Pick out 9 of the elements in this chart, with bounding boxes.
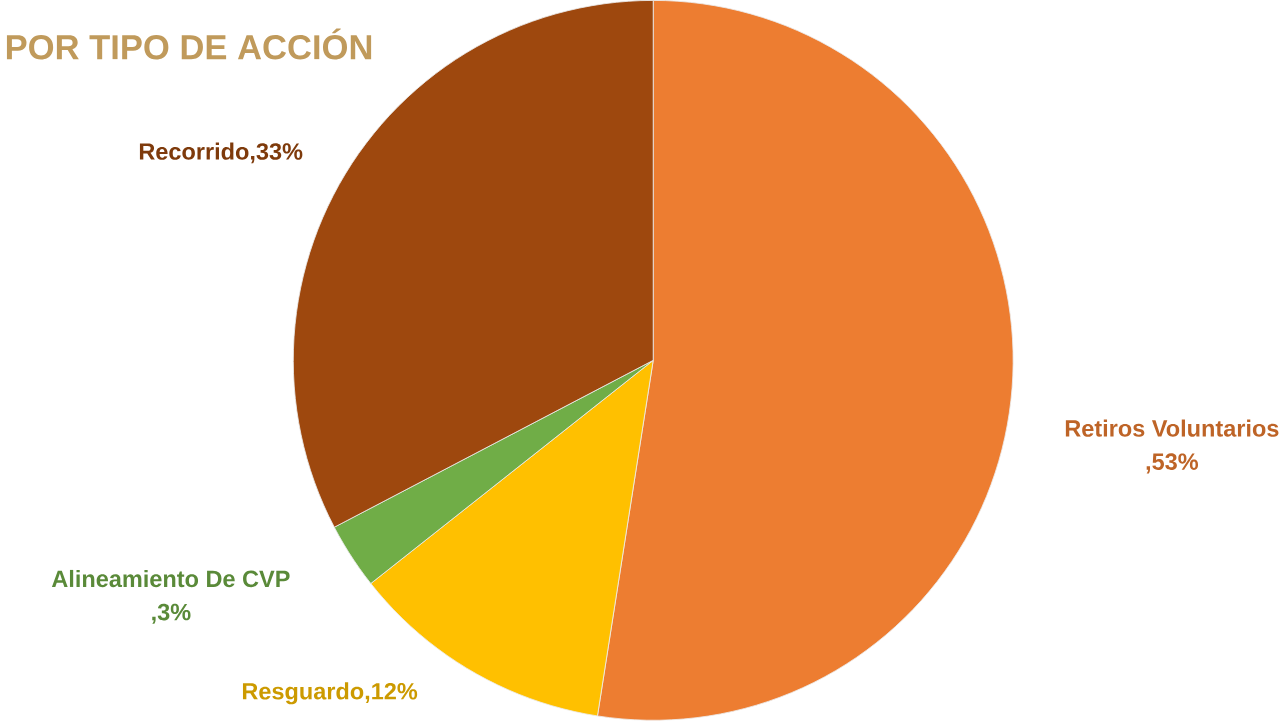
slice-label: Retiros Voluntarios xyxy=(1065,419,1279,437)
data-label: ,53% xyxy=(1146,453,1199,474)
data-label: ,33% xyxy=(251,143,303,164)
slice-label: Recorrido xyxy=(139,142,249,160)
data-label: ,3% xyxy=(152,603,191,624)
data-label: ,12% xyxy=(365,683,418,704)
slice-label: Resguardo xyxy=(242,682,364,705)
slice-label: Alineamiento De CVP xyxy=(51,570,290,588)
text: POR TIPO DE ACCIÓN xyxy=(6,28,372,60)
